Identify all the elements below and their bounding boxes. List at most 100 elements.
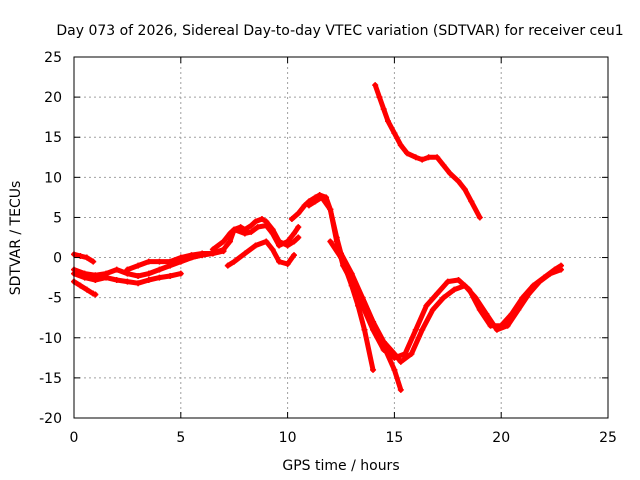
- data-point: [380, 338, 387, 345]
- data-point: [156, 274, 163, 281]
- data-point: [446, 170, 453, 177]
- data-point: [199, 252, 206, 259]
- data-point: [241, 250, 248, 257]
- data-point: [295, 210, 302, 217]
- x-tick-label: 0: [70, 430, 79, 446]
- data-point: [493, 326, 500, 333]
- data-point: [348, 270, 355, 277]
- data-point: [252, 242, 259, 249]
- data-point: [288, 216, 295, 223]
- series-line-1: [71, 251, 96, 265]
- data-point: [305, 202, 312, 209]
- data-point: [145, 270, 152, 277]
- data-point: [83, 254, 90, 261]
- data-point: [269, 246, 276, 253]
- y-tick-label: -10: [39, 331, 62, 347]
- data-point: [188, 254, 195, 261]
- data-point: [419, 156, 426, 163]
- data-point: [397, 358, 404, 365]
- data-point: [284, 238, 291, 245]
- x-axis-label: GPS time / hours: [282, 458, 399, 474]
- data-point: [224, 262, 231, 269]
- data-point: [391, 130, 398, 137]
- data-point: [258, 216, 265, 223]
- series-markers-13: [372, 82, 483, 221]
- data-point: [370, 318, 377, 325]
- data-point: [380, 346, 387, 353]
- data-point: [333, 234, 340, 241]
- data-point: [359, 294, 366, 301]
- data-point: [220, 246, 227, 253]
- data-point: [263, 238, 270, 245]
- data-point: [451, 286, 458, 293]
- data-point: [483, 310, 490, 317]
- data-point: [220, 238, 227, 245]
- data-point: [209, 246, 216, 253]
- data-point: [444, 278, 451, 285]
- data-point: [412, 154, 419, 161]
- x-tick-label: 5: [176, 430, 185, 446]
- series-markers-1: [71, 251, 97, 265]
- data-point: [376, 94, 383, 101]
- data-point: [241, 230, 248, 237]
- data-series: [71, 82, 565, 393]
- data-point: [397, 142, 404, 149]
- data-point: [504, 322, 511, 329]
- data-point: [558, 266, 565, 273]
- data-point: [252, 218, 259, 225]
- data-point: [380, 106, 387, 113]
- data-point: [167, 258, 174, 265]
- data-point: [135, 280, 142, 287]
- series-markers-7: [209, 222, 302, 253]
- data-point: [83, 286, 90, 293]
- data-point: [391, 350, 398, 357]
- axis-ticks: 0 5 10 15 20 25 -20 -15 -10 -5 0 5 10 15 20 25: [39, 50, 617, 446]
- data-point: [370, 366, 377, 373]
- series-markers-8: [224, 238, 298, 269]
- data-point: [231, 258, 238, 265]
- series-line-10: [306, 194, 376, 373]
- data-point: [103, 274, 110, 281]
- chart-title: Day 073 of 2026, Sidereal Day-to-day VTE…: [56, 23, 623, 39]
- data-point: [90, 258, 97, 265]
- data-point: [434, 290, 441, 297]
- data-point: [248, 222, 255, 229]
- data-point: [412, 326, 419, 333]
- data-point: [284, 260, 291, 267]
- x-tick-label: 15: [385, 430, 403, 446]
- data-point: [295, 234, 302, 241]
- y-tick-label: -5: [48, 291, 62, 307]
- data-point: [248, 228, 255, 235]
- data-point: [361, 326, 368, 333]
- data-point: [440, 162, 447, 169]
- data-point: [135, 262, 142, 269]
- data-point: [525, 290, 532, 297]
- data-point: [536, 278, 543, 285]
- data-point: [547, 270, 554, 277]
- data-point: [291, 252, 298, 259]
- data-point: [404, 150, 411, 157]
- series-markers-2: [71, 278, 99, 298]
- data-point: [124, 278, 131, 285]
- data-point: [312, 198, 319, 205]
- data-point: [515, 306, 522, 313]
- data-point: [276, 258, 283, 265]
- data-point: [276, 242, 283, 249]
- data-point: [455, 178, 462, 185]
- data-point: [425, 154, 432, 161]
- data-point: [92, 291, 99, 298]
- y-tick-label: 25: [44, 50, 62, 66]
- data-point: [391, 366, 398, 373]
- data-point: [237, 224, 244, 231]
- series-markers-4: [71, 270, 184, 287]
- data-point: [145, 277, 152, 284]
- data-point: [318, 194, 325, 201]
- data-point: [468, 198, 475, 205]
- data-point: [135, 273, 142, 280]
- data-point: [461, 282, 468, 289]
- data-point: [231, 226, 238, 233]
- data-point: [77, 252, 84, 259]
- data-point: [434, 154, 441, 161]
- data-point: [113, 277, 120, 284]
